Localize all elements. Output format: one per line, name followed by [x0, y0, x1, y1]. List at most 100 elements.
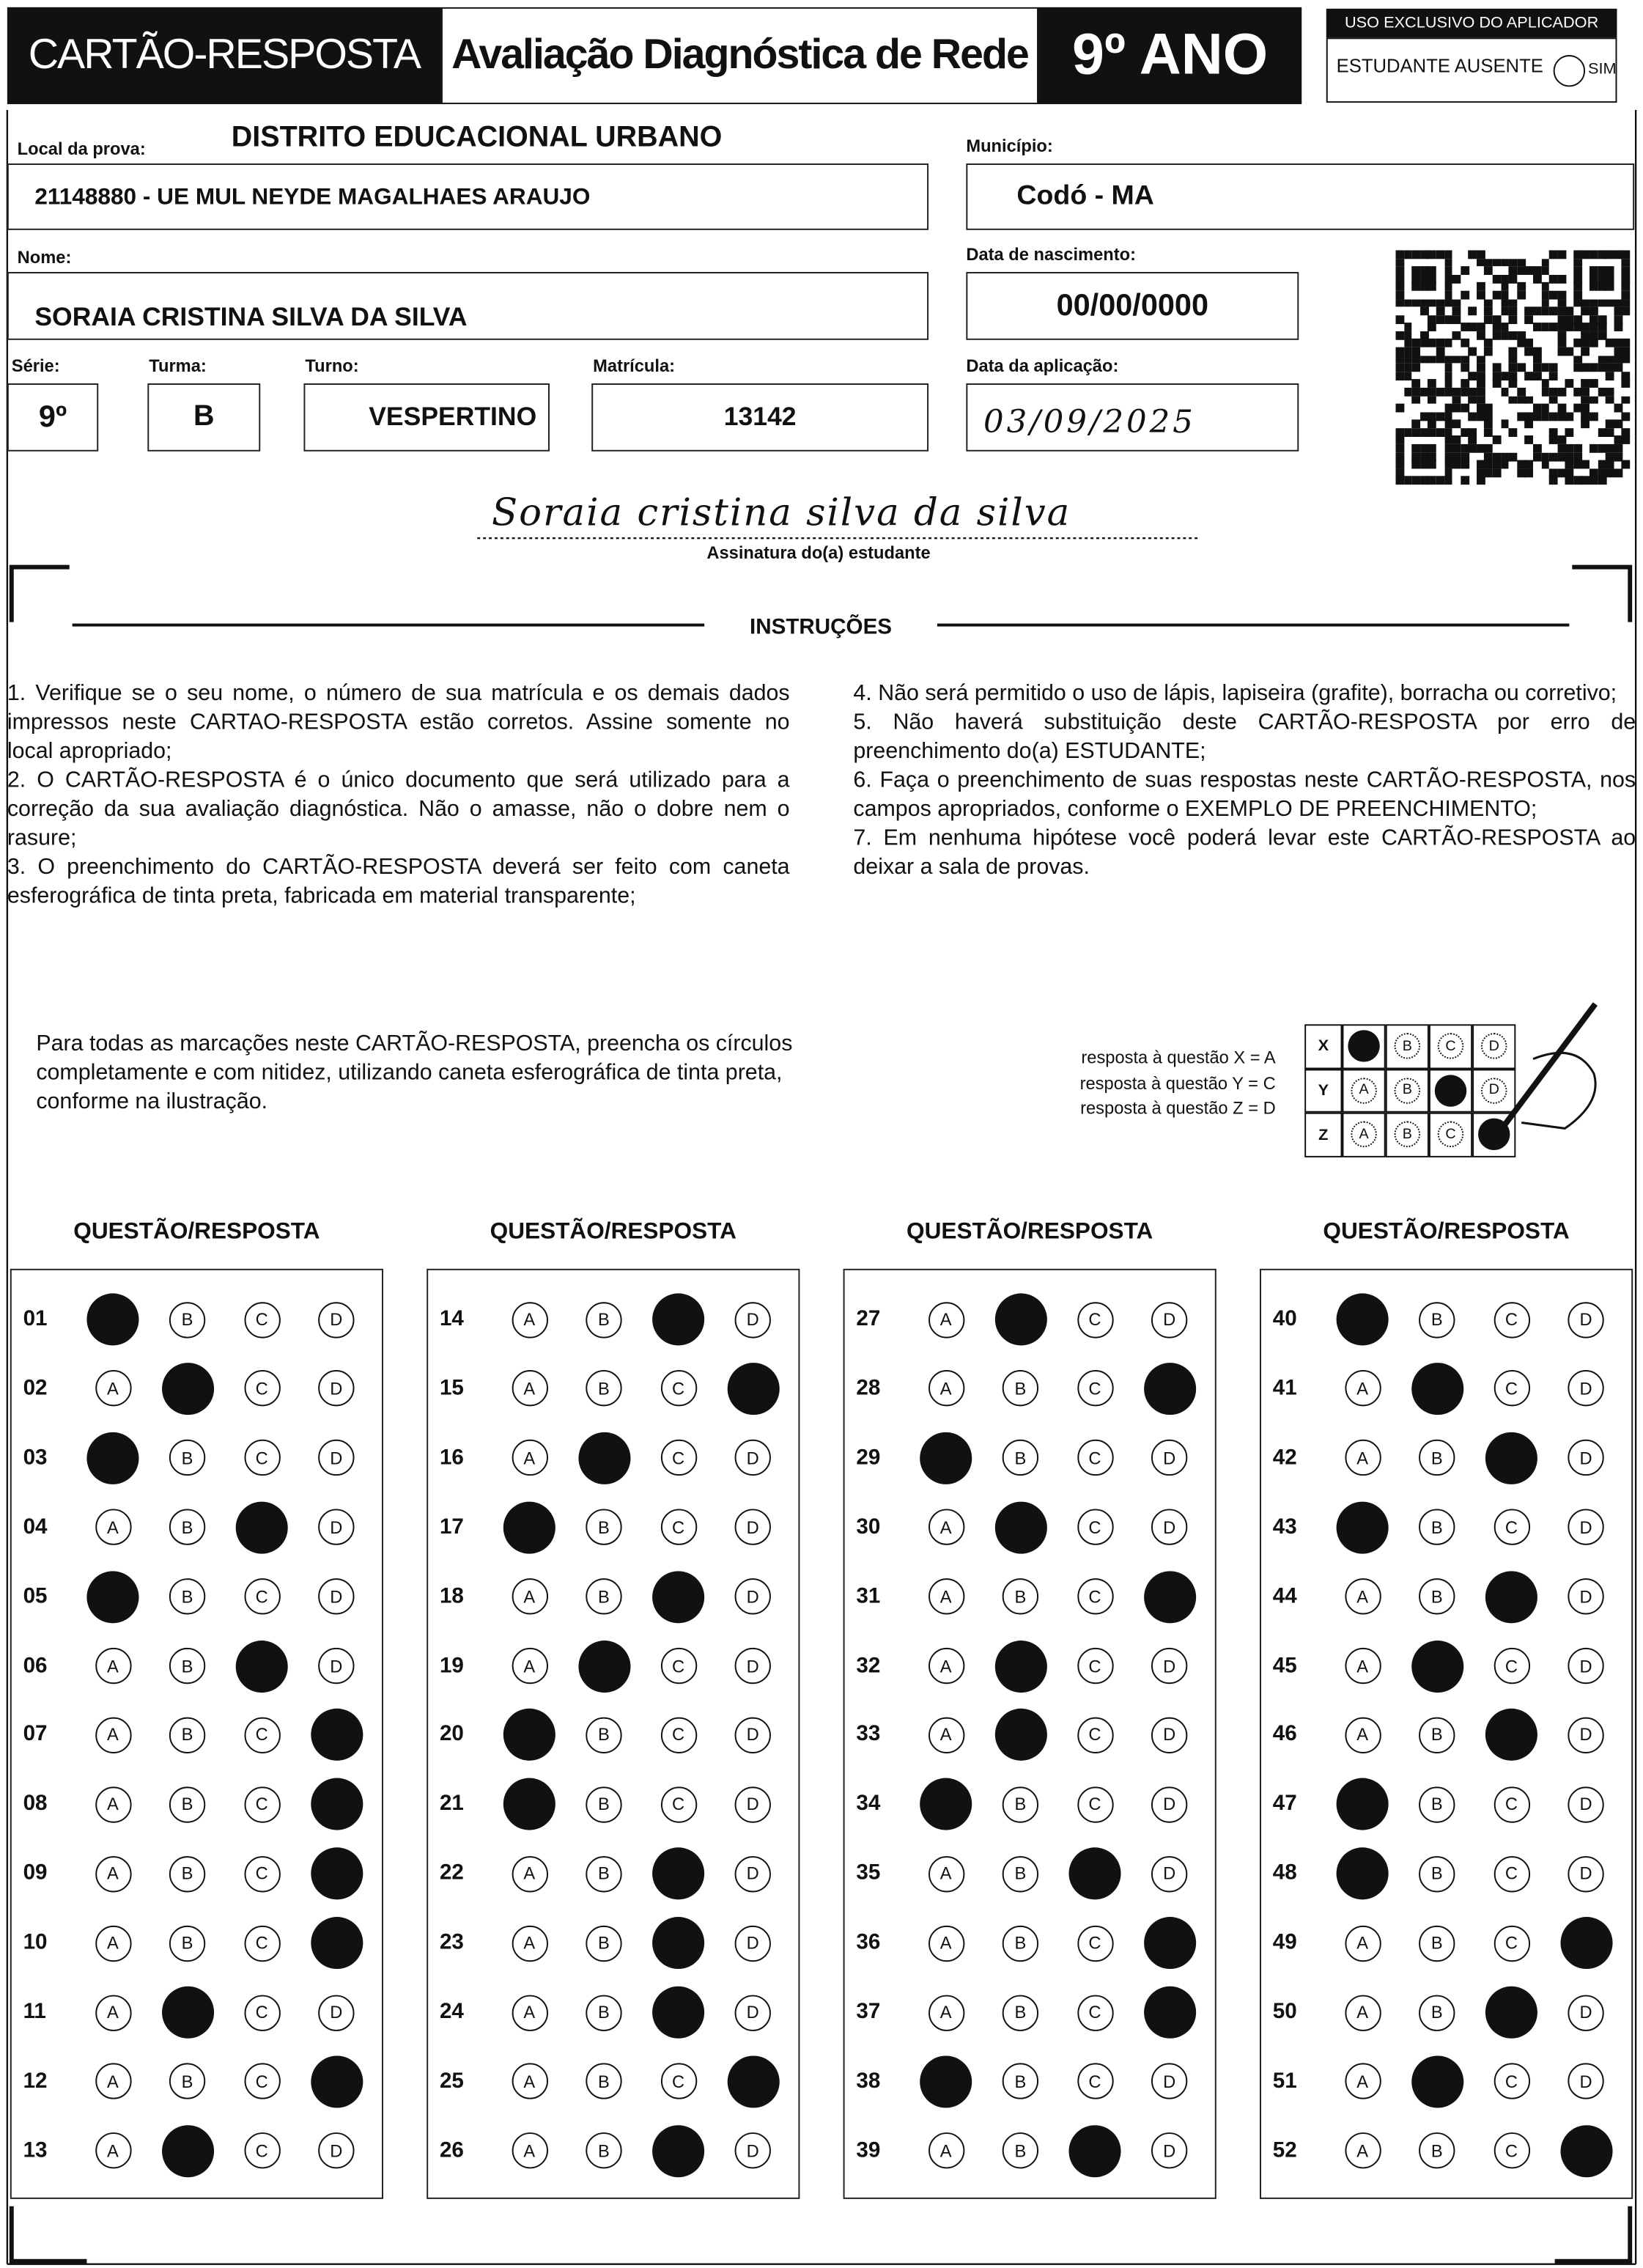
question-number: 28 [856, 1375, 881, 1401]
qr-module [1476, 387, 1485, 397]
filled-bubble [1485, 1570, 1537, 1623]
qr-module [1403, 298, 1413, 308]
answer-bubble: D [1151, 1509, 1188, 1546]
qr-module [1411, 387, 1421, 397]
qr-module [1395, 282, 1405, 292]
field-label: Matrícula: [593, 356, 676, 377]
qr-module [1548, 290, 1558, 300]
filled-bubble [1336, 1778, 1389, 1831]
column-box [1259, 1268, 1633, 2199]
qr-module [1460, 387, 1469, 397]
qr-module [1614, 468, 1622, 477]
qr-module [1492, 452, 1502, 461]
qr-module [1557, 468, 1566, 477]
signature: Soraia cristina silva da silva [492, 492, 1071, 536]
qr-module [1492, 258, 1502, 268]
example-cell: Z [1304, 1113, 1343, 1158]
answer-bubble: B [1419, 1509, 1455, 1546]
qr-module [1581, 331, 1590, 340]
example-cell [1385, 1068, 1429, 1113]
qr-module [1614, 347, 1622, 356]
qr-module [1508, 347, 1518, 356]
qr-module [1524, 339, 1534, 348]
qr-module [1428, 444, 1437, 453]
qr-module [1436, 427, 1445, 437]
qr-module [1557, 306, 1566, 316]
qr-module [1492, 363, 1502, 372]
question-number: 08 [23, 1791, 48, 1816]
filled-bubble [577, 1640, 630, 1693]
question-number: 39 [856, 2138, 881, 2163]
answer-bubble: C [243, 1370, 280, 1407]
example-filled-bubble [1434, 1074, 1467, 1107]
instruction-item: 5. Não haverá substituição deste CARTÃO-… [853, 710, 1636, 765]
qr-module [1428, 419, 1437, 429]
qr-module [1598, 250, 1606, 259]
answer-bubble: A [95, 1717, 131, 1753]
answer-bubble: B [169, 1925, 206, 1962]
field-box: B [147, 383, 261, 452]
qr-module [1395, 298, 1405, 308]
qr-module [1622, 427, 1631, 437]
answer-bubble: A [1344, 1647, 1381, 1685]
qr-module [1484, 347, 1494, 356]
qr-module [1444, 290, 1453, 300]
qr-module [1548, 435, 1558, 445]
qr-module [1598, 387, 1606, 397]
qr-module [1411, 282, 1421, 292]
qr-module [1419, 476, 1429, 485]
question-number: 33 [856, 1722, 881, 1747]
qr-module [1468, 395, 1477, 405]
answer-bubble: D [318, 1994, 355, 2030]
answer-bubble: A [1344, 1440, 1381, 1476]
qr-module [1524, 460, 1534, 469]
answer-bubble: A [511, 2132, 548, 2169]
answer-bubble: B [1419, 1925, 1455, 1962]
qr-module [1622, 347, 1631, 356]
qr-module [1460, 444, 1469, 453]
qr-module [1573, 290, 1582, 300]
qr-module [1590, 282, 1598, 292]
qr-module [1444, 444, 1453, 453]
filled-bubble [652, 1570, 705, 1623]
qr-module [1468, 347, 1477, 356]
qr-module [1565, 323, 1574, 332]
filled-bubble [1336, 1847, 1389, 1900]
answer-bubble: B [1002, 2063, 1039, 2100]
qr-module [1436, 314, 1445, 324]
qr-module [1395, 460, 1405, 469]
answer-bubble: C [1493, 1647, 1530, 1685]
qr-module [1581, 476, 1590, 485]
qr-module [1573, 258, 1582, 268]
qr-module [1598, 274, 1606, 284]
qr-module [1590, 476, 1598, 485]
qr-module [1508, 314, 1518, 324]
qr-module [1565, 452, 1574, 461]
question-number: 47 [1272, 1791, 1297, 1816]
qr-module [1508, 298, 1518, 308]
answer-bubble: C [660, 2063, 697, 2100]
filled-bubble [920, 2055, 972, 2108]
answer-bubble: B [586, 1301, 622, 1338]
absent-bubble [1553, 54, 1586, 87]
filled-bubble [1143, 1917, 1196, 1970]
question-number: 46 [1272, 1722, 1297, 1747]
question-number: 45 [1272, 1652, 1297, 1678]
answer-bubble: C [660, 1370, 697, 1407]
example-bubble: A [1351, 1077, 1377, 1104]
qr-module [1614, 323, 1622, 332]
qr-module [1581, 347, 1590, 356]
question-number: 06 [23, 1652, 48, 1678]
answer-bubble: C [243, 1440, 280, 1476]
answer-bubble: D [318, 1440, 355, 1476]
qr-module [1444, 387, 1453, 397]
qr-module [1516, 387, 1526, 397]
question-number: 21 [439, 1791, 464, 1816]
qr-module [1557, 339, 1566, 348]
qr-module [1436, 476, 1445, 485]
qr-module [1476, 371, 1485, 380]
qr-module [1540, 266, 1550, 276]
example-cell [1385, 1113, 1429, 1158]
qr-module [1598, 298, 1606, 308]
